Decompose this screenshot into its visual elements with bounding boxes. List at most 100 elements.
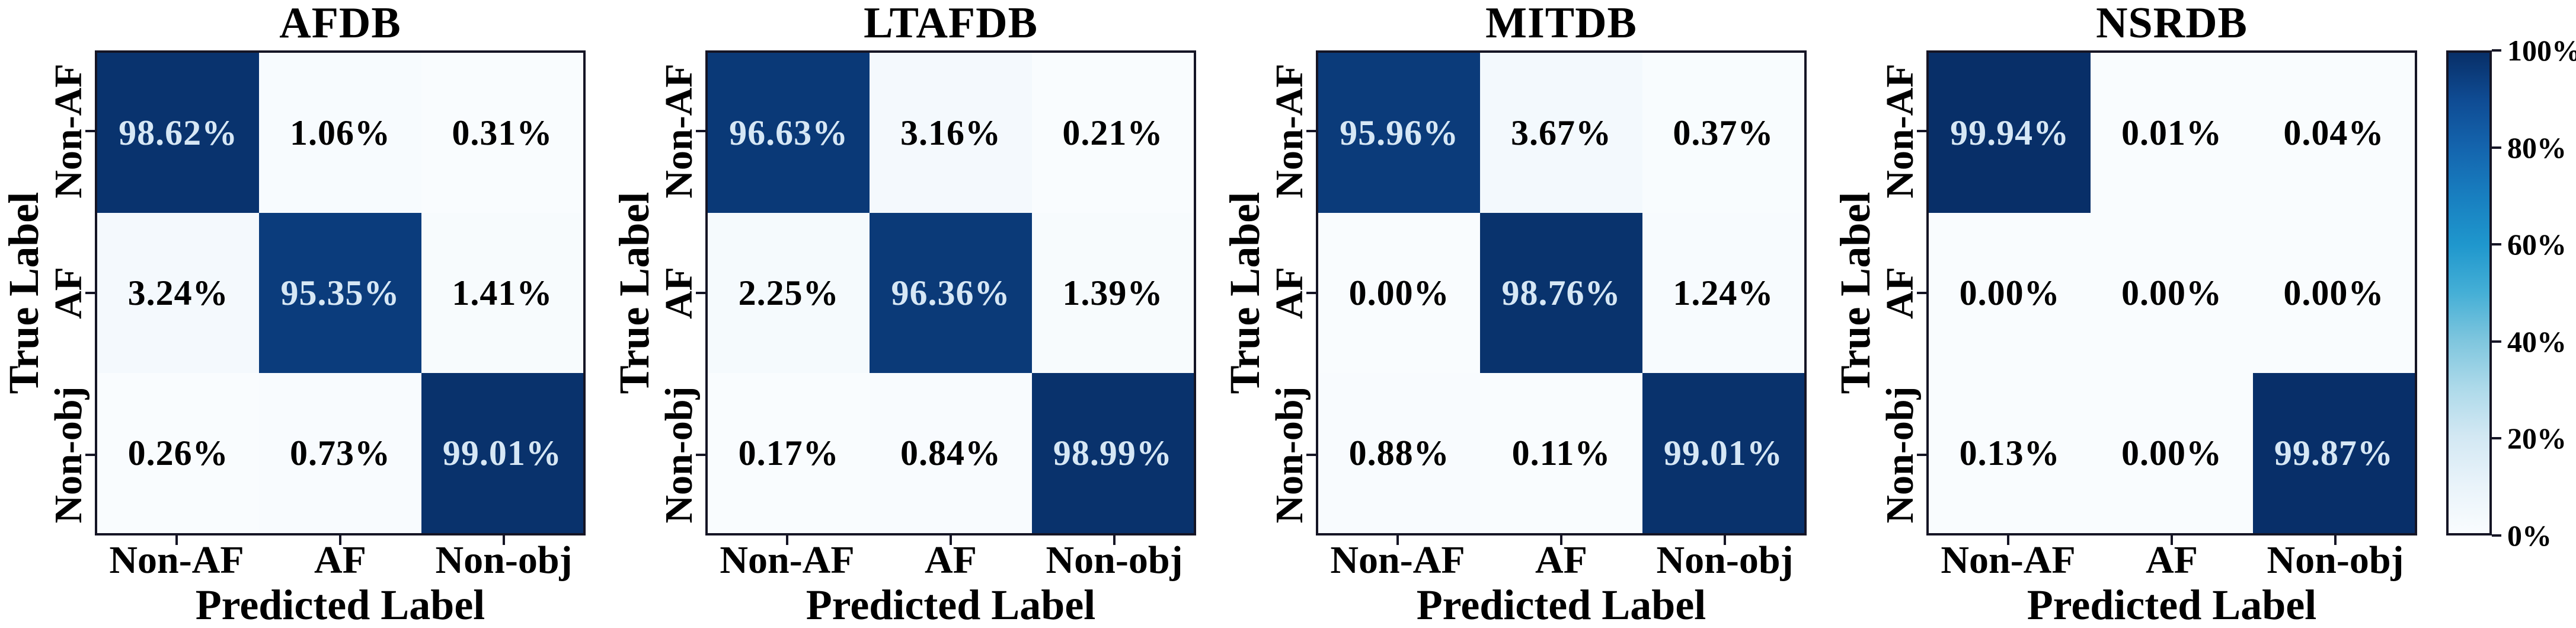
colorbar-tick-label: 100% <box>2507 34 2576 67</box>
colorbar-gradient <box>2446 50 2492 535</box>
y-tick-mark <box>1306 292 1316 294</box>
matrix-cell: 0.00% <box>1929 213 2091 373</box>
y-tick-label: AF <box>1268 267 1311 319</box>
colorbar-tick-label: 0% <box>2507 519 2552 552</box>
x-axis-title: Predicted Label <box>195 581 485 628</box>
x-tick-label: Non-obj <box>435 538 573 582</box>
y-tick-mark <box>1917 453 1926 456</box>
panel-title: NSRDB <box>2096 0 2248 47</box>
matrix-cell: 0.73% <box>259 373 421 533</box>
y-tick-mark <box>1917 292 1926 294</box>
matrix-cell: 99.01% <box>421 373 583 533</box>
y-tick-mark <box>85 292 95 294</box>
y-axis-title: True Label <box>1832 192 1879 394</box>
matrix-cell: 95.35% <box>259 213 421 373</box>
x-tick-mark <box>2334 535 2337 545</box>
x-tick-label: Non-AF <box>109 538 244 582</box>
y-tick-mark <box>1306 453 1316 456</box>
y-tick-label: AF <box>1878 267 1922 319</box>
y-tick-mark <box>696 292 705 294</box>
matrix-cell: 96.63% <box>708 53 870 213</box>
matrix-cell: 1.06% <box>259 53 421 213</box>
y-tick-label: Non-AF <box>1878 63 1922 199</box>
x-tick-label: AF <box>2146 538 2198 582</box>
matrix-cell: 1.39% <box>1031 213 1194 373</box>
x-tick-label: AF <box>925 538 977 582</box>
y-tick-mark <box>1306 130 1316 133</box>
matrix-cell: 3.16% <box>870 53 1032 213</box>
matrix-cell: 99.01% <box>1642 373 1804 533</box>
y-tick-label: AF <box>47 267 90 319</box>
colorbar-tick-label: 40% <box>2507 324 2567 358</box>
colorbar-tick-mark <box>2492 534 2501 537</box>
x-tick-mark <box>175 535 178 545</box>
matrix-cell: 0.84% <box>870 373 1032 533</box>
y-axis-title: True Label <box>611 192 658 394</box>
colorbar-tick-mark <box>2492 49 2501 52</box>
x-tick-label: Non-obj <box>1656 538 1794 582</box>
x-tick-mark <box>1724 535 1726 545</box>
y-axis-title: True Label <box>0 192 47 394</box>
x-tick-label: Non-AF <box>1941 538 2076 582</box>
y-tick-label: AF <box>657 267 701 319</box>
x-tick-mark <box>2007 535 2009 545</box>
y-tick-mark <box>696 130 705 133</box>
panel-afdb: AFDB 98.62% 1.06% 0.31% 3.24% 95.35% 1.41% 0.26… <box>0 0 611 628</box>
matrix-cell: 0.00% <box>2091 373 2253 533</box>
matrix-cell: 0.88% <box>1318 373 1481 533</box>
matrix-cell: 3.24% <box>97 213 260 373</box>
x-tick-label: Non-obj <box>1046 538 1183 582</box>
x-tick-mark <box>339 535 341 545</box>
matrix-cell: 99.94% <box>1929 53 2091 213</box>
y-tick-mark <box>696 453 705 456</box>
panel-mitdb: MITDB 95.96% 3.67% 0.37% 0.00% 98.76% 1.24% 0.8… <box>1221 0 1832 628</box>
y-tick-mark <box>85 130 95 133</box>
x-tick-mark <box>786 535 788 545</box>
y-tick-label: Non-AF <box>47 63 90 199</box>
colorbar-tick-mark <box>2492 340 2501 343</box>
x-tick-label: AF <box>314 538 366 582</box>
y-tick-label: Non-obj <box>657 386 701 524</box>
colorbar-tick-label: 80% <box>2507 130 2567 164</box>
plot-area: 96.63% 3.16% 0.21% 2.25% 96.36% 1.39% 0.17% 0.8… <box>705 50 1196 535</box>
matrix-cell: 0.00% <box>2091 213 2253 373</box>
y-axis-title: True Label <box>1221 192 1268 394</box>
x-axis-title: Predicted Label <box>806 581 1096 628</box>
matrix-cell: 0.00% <box>1318 213 1481 373</box>
x-tick-mark <box>950 535 952 545</box>
matrix-cell: 98.76% <box>1480 213 1642 373</box>
x-tick-mark <box>2171 535 2173 545</box>
panel-nsrdb: NSRDB 99.94% 0.01% 0.04% 0.00% 0.00% 0.00% 0.13… <box>1832 0 2442 628</box>
matrix-cell: 99.87% <box>2252 373 2415 533</box>
x-axis-title: Predicted Label <box>1416 581 1706 628</box>
colorbar-tick-mark <box>2492 437 2501 440</box>
matrix-cell: 0.00% <box>2252 213 2415 373</box>
matrix-cell: 0.13% <box>1929 373 2091 533</box>
x-tick-label: Non-obj <box>2267 538 2404 582</box>
matrix-cell: 0.17% <box>708 373 870 533</box>
y-tick-label: Non-AF <box>1268 63 1311 199</box>
y-tick-label: Non-obj <box>1268 386 1311 524</box>
x-tick-label: Non-AF <box>720 538 855 582</box>
matrix-cell: 1.24% <box>1642 213 1804 373</box>
y-tick-label: Non-obj <box>47 386 90 524</box>
panel-ltafdb: LTAFDB 96.63% 3.16% 0.21% 2.25% 96.36% 1.39% 0.… <box>611 0 1221 628</box>
x-tick-label: Non-AF <box>1330 538 1465 582</box>
matrix-cell: 3.67% <box>1480 53 1642 213</box>
x-tick-label: AF <box>1535 538 1587 582</box>
matrix-cell: 96.36% <box>870 213 1032 373</box>
x-tick-mark <box>1560 535 1562 545</box>
y-tick-mark <box>85 453 95 456</box>
x-axis-title: Predicted Label <box>2027 581 2317 628</box>
colorbar-tick-mark <box>2492 146 2501 149</box>
matrix-cell: 98.99% <box>1031 373 1194 533</box>
x-tick-mark <box>1396 535 1399 545</box>
colorbar-tick-label: 60% <box>2507 228 2567 262</box>
panel-title: AFDB <box>279 0 401 47</box>
matrix-cell: 98.62% <box>97 53 260 213</box>
x-tick-mark <box>503 535 505 545</box>
panel-title: LTAFDB <box>864 0 1038 47</box>
matrix-cell: 2.25% <box>708 213 870 373</box>
y-tick-label: Non-obj <box>1878 386 1922 524</box>
matrix-cell: 0.11% <box>1480 373 1642 533</box>
